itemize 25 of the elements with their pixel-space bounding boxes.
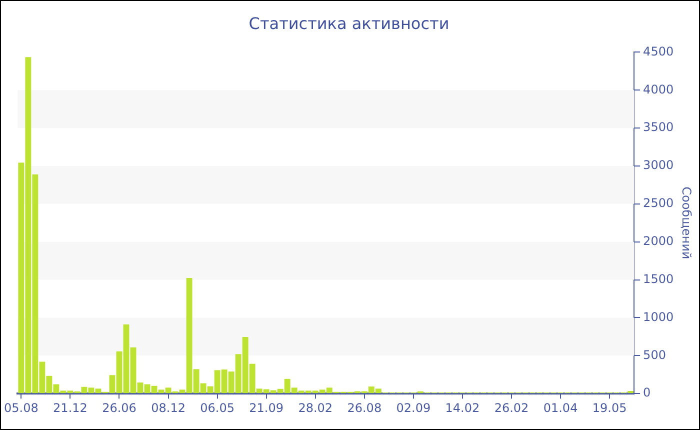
y-tick-label: 2500 — [643, 196, 674, 210]
y-tick-label: 3000 — [643, 158, 674, 172]
x-tick-label: 01.04 — [543, 400, 578, 415]
x-tick-label: 26.06 — [102, 400, 136, 415]
x-tick-label: 06.05 — [200, 400, 234, 415]
y-tick-label: 1000 — [643, 310, 674, 324]
y-tick-label: 0 — [643, 386, 651, 400]
y-tick-label: 500 — [643, 348, 666, 362]
y-tick-label: 4500 — [643, 44, 674, 58]
x-tick-label: 05.08 — [4, 400, 38, 415]
y-tick-label: 4000 — [643, 82, 674, 96]
x-tick-label: 19.05 — [592, 400, 627, 415]
x-tick-label: 26.08 — [347, 400, 382, 415]
x-tick-label: 26.02 — [494, 400, 529, 415]
x-tick-label: 21.09 — [249, 400, 284, 415]
y-axis-title: Сообщений — [680, 186, 694, 260]
x-tick-label: 08.12 — [151, 400, 186, 415]
x-tick-label: 28.02 — [298, 400, 333, 415]
y-tick-label: 2000 — [643, 234, 674, 248]
x-tick-label: 14.02 — [445, 400, 480, 415]
y-tick-label: 1500 — [643, 272, 674, 286]
chart-title: Статистика активности — [248, 14, 450, 33]
y-tick-label: 3500 — [643, 120, 674, 134]
x-tick-label: 02.09 — [396, 400, 431, 415]
x-tick-label: 21.12 — [53, 400, 88, 415]
